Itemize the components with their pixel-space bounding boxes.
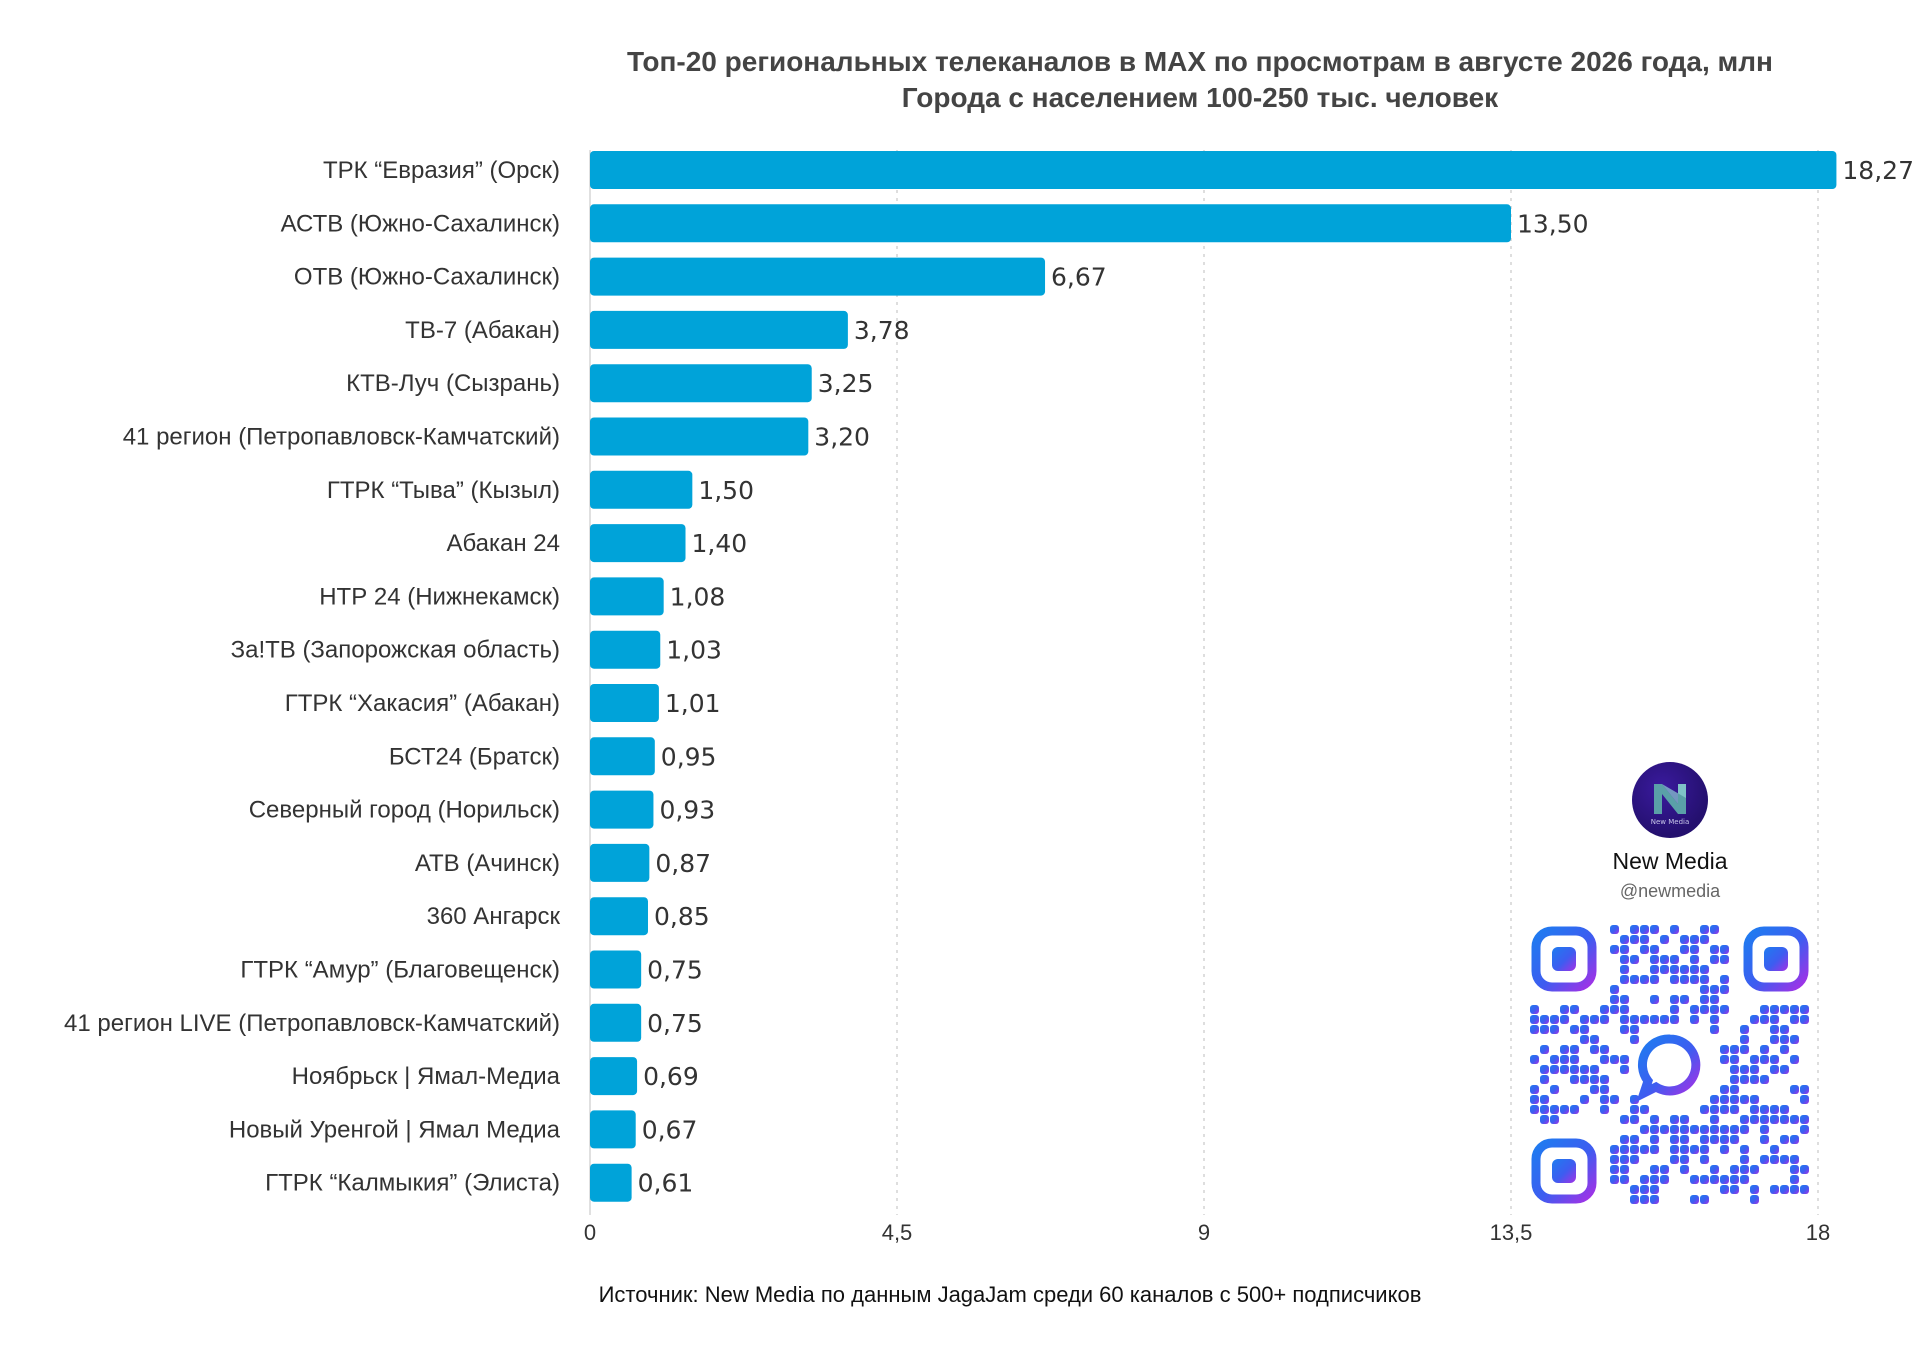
bar: [590, 684, 659, 722]
bar: [590, 630, 661, 669]
category-label: АСТВ (Южно-Сахалинск): [281, 210, 560, 237]
bar: [590, 524, 686, 563]
value-label: 3,78: [854, 316, 910, 345]
bar: [590, 1003, 642, 1042]
bar: [590, 257, 1046, 296]
bar: [590, 897, 648, 936]
qr-code-icon: [1530, 925, 1809, 1204]
value-label: 0,93: [659, 796, 715, 825]
value-label: 3,20: [814, 423, 870, 452]
x-tick-label: 4,5: [882, 1220, 913, 1245]
value-label: 1,08: [670, 582, 726, 611]
x-tick-label: 9: [1198, 1220, 1210, 1245]
bar: [590, 1057, 638, 1096]
value-label: 0,75: [647, 956, 703, 985]
bar: [590, 950, 642, 989]
chart-subtitle: Города с населением 100-250 тыс. человек: [901, 82, 1499, 113]
bar: [590, 364, 812, 403]
value-label: 1,01: [665, 689, 721, 718]
value-label: 13,50: [1517, 209, 1589, 238]
bar: [590, 310, 848, 349]
value-label: 1,03: [666, 636, 722, 665]
value-labels: 18,27 13,50 6,67 3,78 3,25 3,20 1,50 1,40 1,08 1,…: [638, 156, 1914, 1198]
bar: [590, 1110, 636, 1149]
x-axis-ticks: 0 4,5 9 13,5 18: [584, 1220, 1830, 1245]
category-label: ОТВ (Южно-Сахалинск): [294, 264, 560, 291]
category-label: ГТРК “Калмыкия” (Элиста): [265, 1170, 560, 1197]
value-label: 0,75: [647, 1009, 703, 1038]
value-label: 0,95: [661, 742, 717, 771]
x-tick-label: 18: [1806, 1220, 1830, 1245]
category-label: ГТРК “Хакасия” (Абакан): [285, 690, 560, 717]
x-tick-label: 0: [584, 1220, 596, 1245]
bar: [590, 790, 654, 829]
category-label: ТРК “Евразия” (Орск): [323, 157, 560, 184]
bar: [590, 204, 1511, 243]
category-label: НТР 24 (Нижнекамск): [319, 583, 560, 610]
bar: [590, 577, 664, 616]
category-label: 41 регион (Петропавловск-Камчатский): [123, 424, 560, 451]
bar: [590, 843, 650, 882]
value-label: 0,61: [638, 1169, 694, 1198]
bar: [590, 737, 655, 776]
category-label: За!ТВ (Запорожская область): [231, 637, 560, 664]
value-label: 1,50: [698, 476, 754, 505]
brand-block: New Media New Media @newmedia: [1560, 762, 1780, 902]
value-label: 1,40: [692, 529, 748, 558]
category-label: Северный город (Норильск): [249, 797, 560, 824]
category-label: Абакан 24: [446, 530, 560, 557]
new-media-logo-icon: New Media: [1632, 762, 1708, 838]
category-label: 360 Ангарск: [427, 903, 561, 930]
category-label: ГТРК “Амур” (Благовещенск): [240, 957, 560, 984]
value-label: 18,27: [1842, 156, 1914, 185]
bar: [590, 151, 1837, 189]
category-label: АТВ (Ачинск): [415, 850, 560, 877]
category-label: Новый Уренгой | Ямал Медиа: [229, 1116, 561, 1143]
bar: [590, 1163, 632, 1202]
bar: [590, 470, 693, 509]
brand-handle: @newmedia: [1619, 881, 1721, 901]
category-label: ГТРК “Тыва” (Кызыл): [327, 477, 560, 504]
chart-title: Топ-20 региональных телеканалов в MAX по…: [627, 46, 1773, 77]
logo-text: New Media: [1651, 818, 1690, 826]
value-label: 6,67: [1051, 263, 1107, 292]
value-label: 3,25: [818, 369, 874, 398]
value-label: 0,67: [642, 1115, 698, 1144]
category-label: 41 регион LIVE (Петропавловск-Камчатский…: [64, 1010, 560, 1037]
category-label: Ноябрьск | Ямал-Медиа: [292, 1063, 561, 1090]
category-label: БСТ24 (Братск): [389, 743, 560, 770]
bars: [590, 151, 1837, 1202]
category-labels: ТРК “Евразия” (Орск) АСТВ (Южно-Сахалинск…: [64, 157, 561, 1197]
value-label: 0,87: [655, 849, 711, 878]
x-tick-label: 13,5: [1490, 1220, 1533, 1245]
value-label: 0,85: [654, 902, 710, 931]
bar: [590, 417, 809, 456]
category-label: КТВ-Луч (Сызрань): [346, 370, 560, 397]
category-label: ТВ-7 (Абакан): [405, 317, 560, 344]
source-note: Источник: New Media по данным JagaJam ср…: [598, 1282, 1422, 1307]
value-label: 0,69: [643, 1062, 699, 1091]
brand-name: New Media: [1612, 848, 1728, 874]
